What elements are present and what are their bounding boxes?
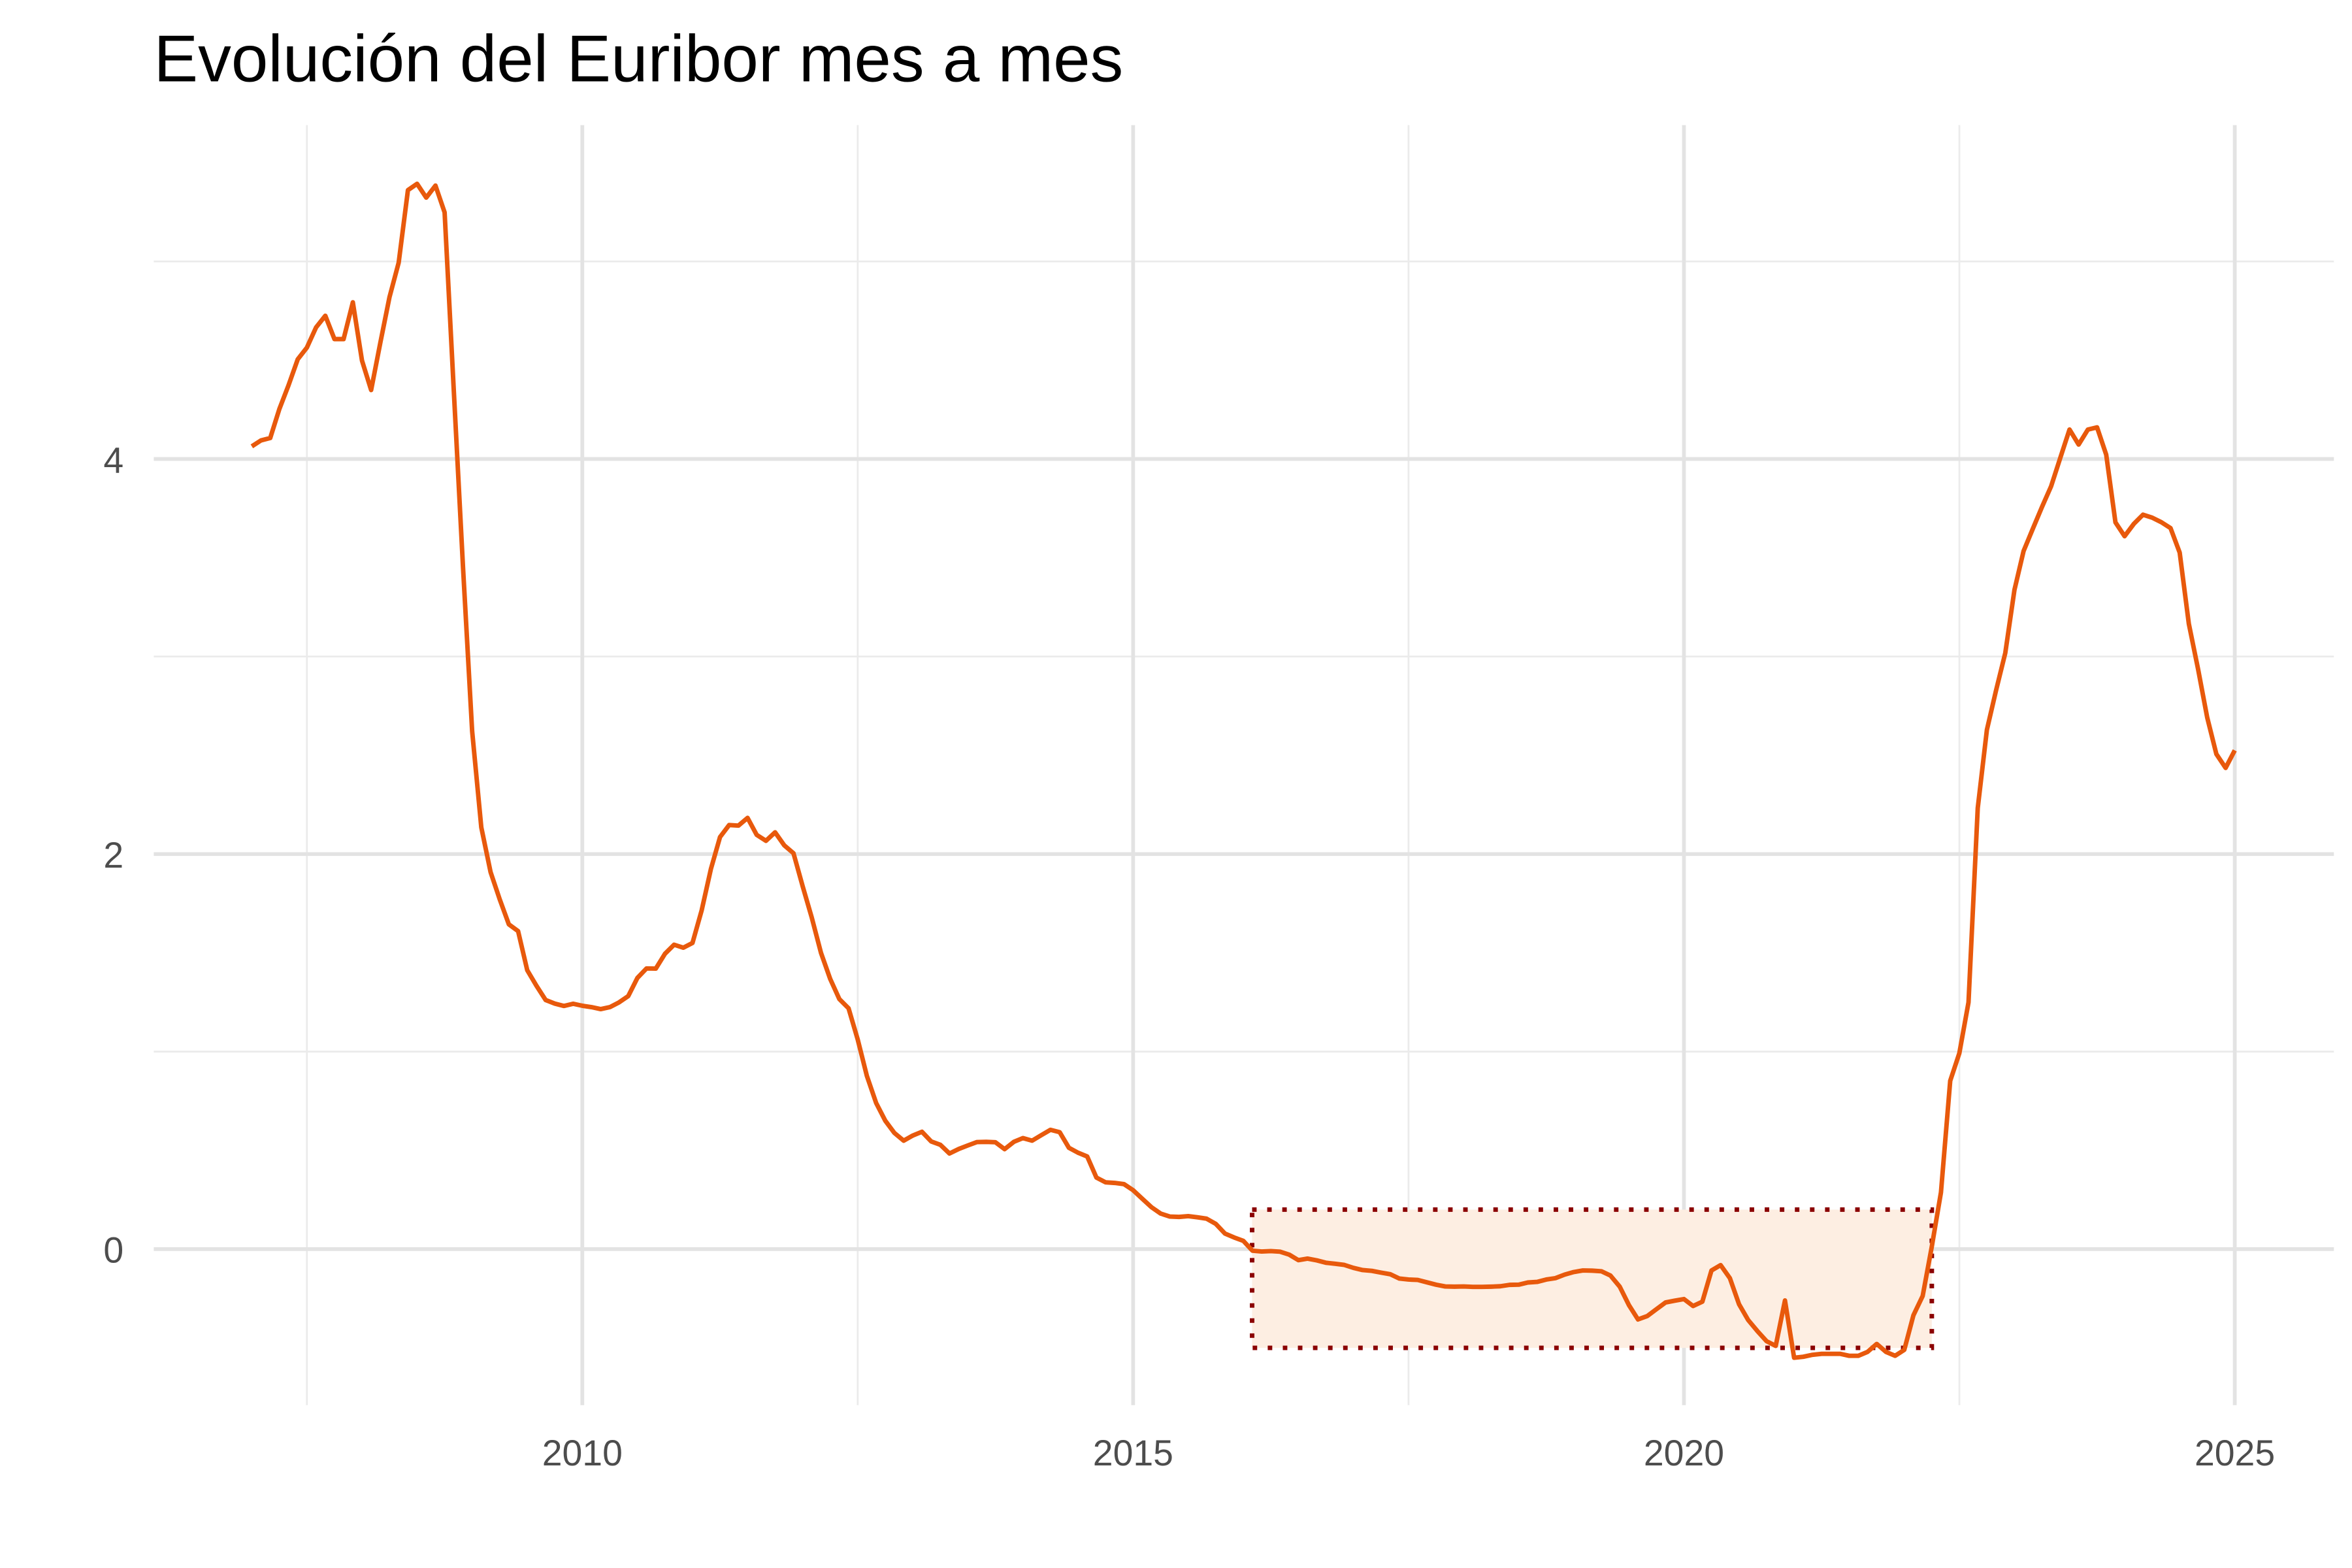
highlight-area: [1250, 1207, 1935, 1350]
x-tick-label: 2025: [2195, 1433, 2275, 1473]
x-tick-label: 2020: [1644, 1433, 1724, 1473]
data-line: [250, 181, 2237, 1360]
x-tick-label: 2015: [1093, 1433, 1173, 1473]
chart-title: Evolución del Euribor mes a mes: [154, 22, 1123, 96]
y-tick-label: 0: [103, 1230, 123, 1271]
y-tick-label: 2: [103, 835, 123, 875]
x-tick-label: 2010: [542, 1433, 623, 1473]
y-tick-label: 4: [103, 440, 123, 480]
